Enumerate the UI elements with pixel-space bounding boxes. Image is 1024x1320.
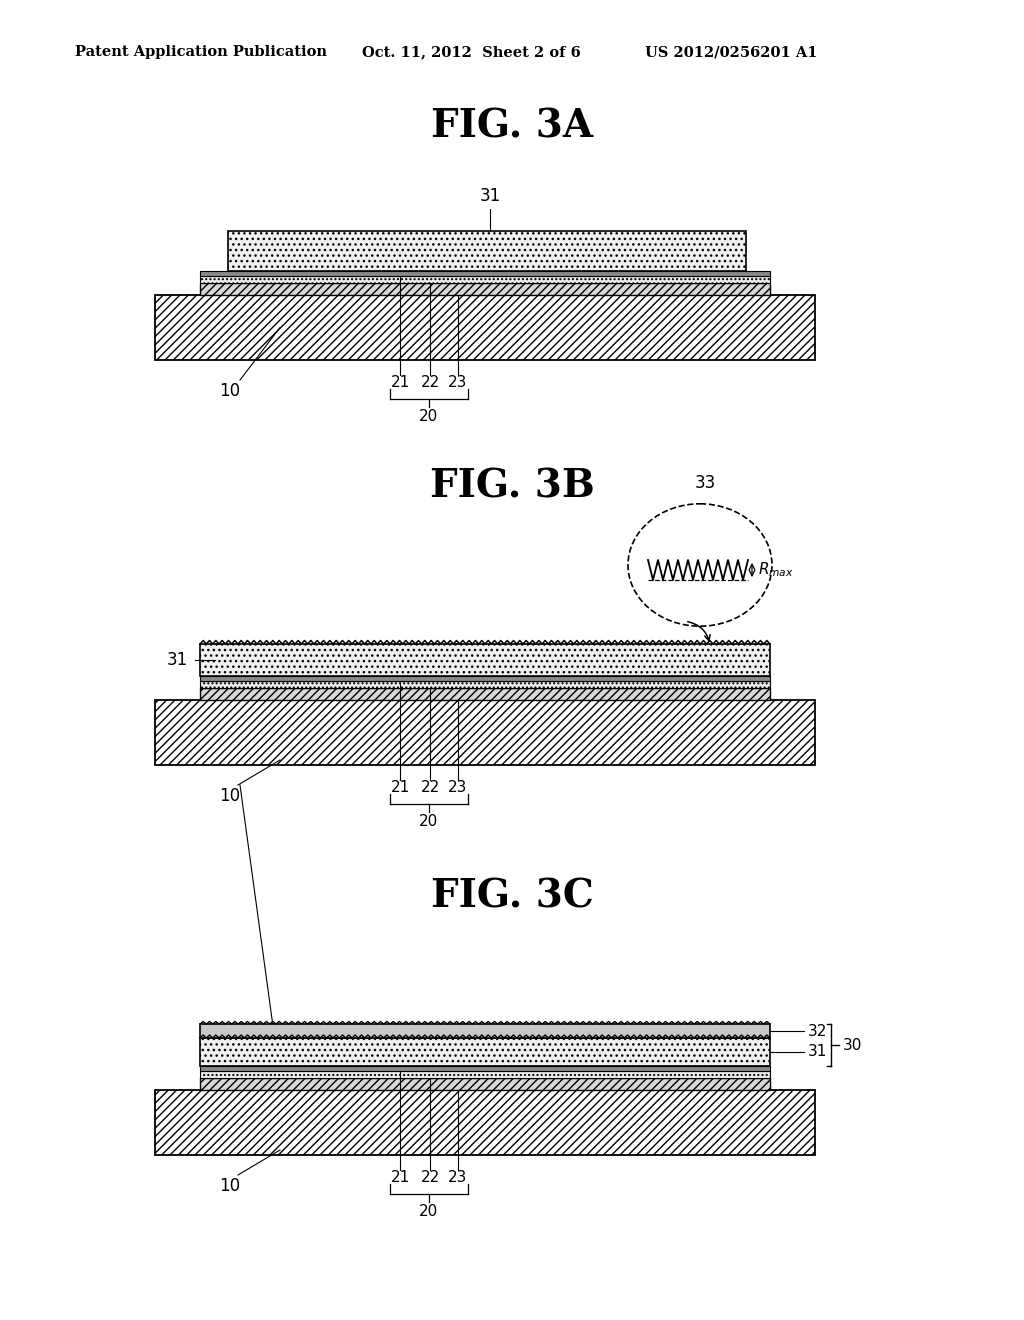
Bar — [155, 294, 815, 360]
Bar — [200, 681, 770, 688]
Text: 31: 31 — [808, 1044, 827, 1060]
Bar — [200, 1071, 770, 1078]
Text: $R_{max}$: $R_{max}$ — [758, 561, 794, 579]
Text: 21: 21 — [390, 780, 410, 795]
Bar — [200, 688, 770, 700]
Text: 33: 33 — [694, 474, 716, 492]
Text: 23: 23 — [449, 780, 468, 795]
Bar — [155, 700, 815, 766]
Text: 21: 21 — [390, 1170, 410, 1185]
Bar — [228, 231, 746, 271]
Text: 30: 30 — [843, 1038, 862, 1052]
Bar — [200, 271, 770, 276]
Text: 10: 10 — [219, 381, 241, 400]
Text: 21: 21 — [390, 375, 410, 389]
Text: 31: 31 — [167, 651, 188, 669]
Bar — [155, 1090, 815, 1155]
Text: FIG. 3C: FIG. 3C — [430, 878, 594, 916]
Text: 10: 10 — [219, 1177, 241, 1195]
Text: 23: 23 — [449, 1170, 468, 1185]
Bar — [200, 1078, 770, 1090]
Text: US 2012/0256201 A1: US 2012/0256201 A1 — [645, 45, 817, 59]
Text: 10: 10 — [219, 787, 241, 805]
Bar — [200, 282, 770, 294]
Text: 31: 31 — [479, 187, 501, 205]
Text: FIG. 3A: FIG. 3A — [431, 108, 593, 147]
Text: 22: 22 — [421, 1170, 439, 1185]
Bar — [200, 1067, 770, 1071]
Text: 20: 20 — [420, 814, 438, 829]
Text: 23: 23 — [449, 375, 468, 389]
Bar — [200, 276, 770, 282]
Bar — [200, 1038, 770, 1067]
Text: 20: 20 — [420, 409, 438, 424]
Text: FIG. 3B: FIG. 3B — [430, 469, 594, 506]
Text: 22: 22 — [421, 780, 439, 795]
Bar — [200, 676, 770, 681]
Text: 20: 20 — [420, 1204, 438, 1218]
Text: 32: 32 — [808, 1023, 827, 1039]
Text: 22: 22 — [421, 375, 439, 389]
Text: Oct. 11, 2012  Sheet 2 of 6: Oct. 11, 2012 Sheet 2 of 6 — [362, 45, 581, 59]
Text: Patent Application Publication: Patent Application Publication — [75, 45, 327, 59]
Bar — [200, 644, 770, 676]
Bar — [200, 1024, 770, 1038]
